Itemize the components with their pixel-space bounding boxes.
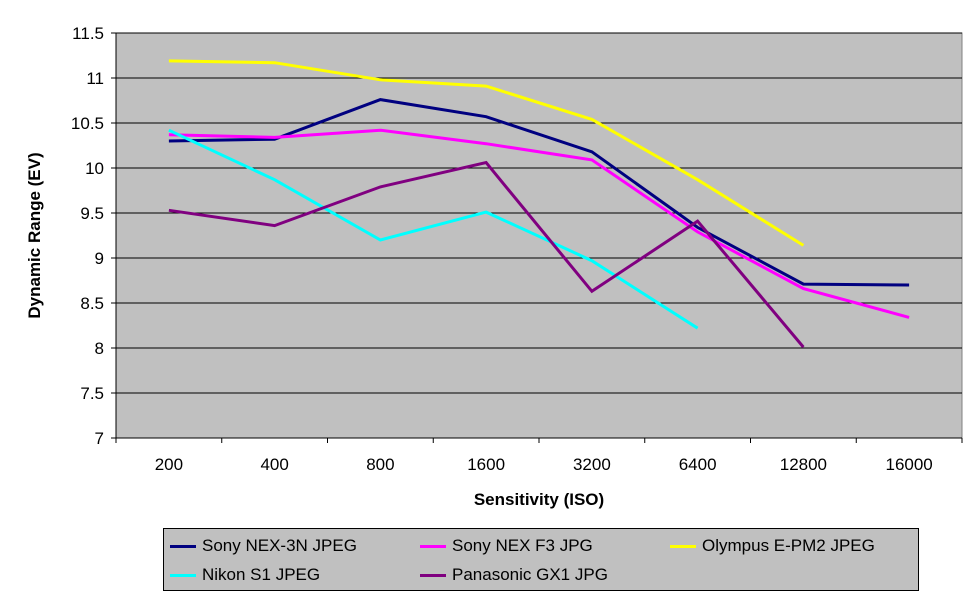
legend: Sony NEX-3N JPEG Sony NEX F3 JPG Olympus… — [163, 528, 919, 591]
x-tick-label: 200 — [155, 455, 183, 474]
legend-swatch — [420, 544, 446, 548]
legend-swatch — [170, 573, 196, 577]
x-tick-label: 12800 — [780, 455, 827, 474]
legend-item: Sony NEX F3 JPG — [420, 535, 593, 557]
x-tick-label: 6400 — [679, 455, 717, 474]
legend-item: Panasonic GX1 JPG — [420, 564, 608, 586]
legend-item: Olympus E-PM2 JPEG — [670, 535, 875, 557]
legend-item: Sony NEX-3N JPEG — [170, 535, 357, 557]
legend-label: Nikon S1 JPEG — [202, 565, 321, 584]
x-tick-label: 400 — [260, 455, 288, 474]
legend-label: Sony NEX F3 JPG — [452, 536, 593, 555]
x-tick-label: 800 — [366, 455, 394, 474]
y-tick-label: 9.5 — [80, 204, 104, 223]
y-tick-label: 9 — [95, 249, 104, 268]
legend-swatch — [670, 544, 696, 548]
x-tick-label: 3200 — [573, 455, 611, 474]
series-line-1 — [168, 128, 910, 319]
legend-label: Sony NEX-3N JPEG — [202, 536, 357, 555]
legend-swatch — [170, 544, 196, 548]
series-line-3 — [168, 128, 699, 330]
legend-swatch — [420, 573, 446, 577]
y-tick-label: 8 — [95, 339, 104, 358]
x-tick-label: 16000 — [885, 455, 932, 474]
series-line-0 — [168, 98, 910, 287]
y-tick-label: 11.5 — [72, 24, 104, 43]
y-tick-label: 8.5 — [80, 294, 104, 313]
y-axis-label: Dynamic Range (EV) — [25, 152, 44, 318]
y-tick-label: 7.5 — [80, 384, 104, 403]
legend-label: Panasonic GX1 JPG — [452, 565, 608, 584]
legend-label: Olympus E-PM2 JPEG — [702, 536, 875, 555]
legend-item: Nikon S1 JPEG — [170, 564, 320, 586]
y-tick-label: 7 — [95, 429, 104, 448]
y-tick-label: 10 — [85, 159, 104, 178]
x-axis-label: Sensitivity (ISO) — [474, 490, 604, 509]
y-tick-label: 10.5 — [71, 114, 104, 133]
x-tick-label: 1600 — [467, 455, 505, 474]
y-tick-label: 11 — [86, 69, 104, 88]
